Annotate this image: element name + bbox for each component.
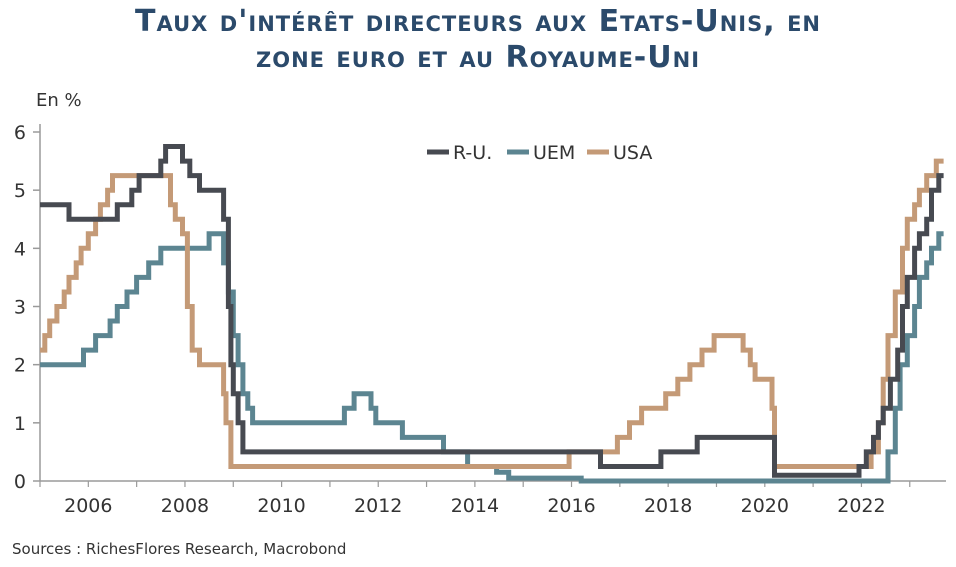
series-line-uem bbox=[40, 231, 944, 484]
y-tick-label: 1 bbox=[14, 413, 26, 435]
y-tick-label: 4 bbox=[14, 238, 26, 260]
y-tick-label: 3 bbox=[14, 297, 26, 319]
chart-title-line-1: Taux d'intérêt directeurs aux Etats-Unis… bbox=[135, 4, 821, 39]
y-tick-label: 5 bbox=[14, 180, 26, 202]
x-tick-label: 2018 bbox=[644, 495, 692, 517]
x-tick-label: 2008 bbox=[161, 495, 209, 517]
chart-title: Taux d'intérêt directeurs aux Etats-Unis… bbox=[0, 4, 956, 76]
y-tick-label: 2 bbox=[14, 355, 26, 377]
legend-label: R-U. bbox=[453, 142, 492, 164]
legend-label: USA bbox=[613, 142, 652, 164]
x-tick-label: 2014 bbox=[451, 495, 499, 517]
x-tick-label: 2010 bbox=[257, 495, 305, 517]
axes: 0 1 2 3 4 5 6 2006 2008 2010 2012 2014 2016 2018 2020 2… bbox=[14, 122, 946, 517]
y-axis-label: En % bbox=[36, 90, 82, 111]
series-layer bbox=[40, 144, 944, 484]
y-tick-label: 6 bbox=[14, 122, 26, 144]
series-line-ru bbox=[40, 144, 944, 478]
chart-title-line-2: zone euro et au Royaume-Uni bbox=[255, 40, 701, 75]
y-tick-label: 0 bbox=[14, 471, 26, 493]
x-tick-label: 2022 bbox=[837, 495, 885, 517]
x-tick-label: 2016 bbox=[547, 495, 595, 517]
series-line-usa bbox=[40, 158, 944, 469]
source-note: Sources : RichesFlores Research, Macrobo… bbox=[12, 540, 347, 558]
legend-label: UEM bbox=[533, 142, 575, 164]
x-tick-label: 2012 bbox=[354, 495, 402, 517]
legend: R-U. UEM USA bbox=[427, 142, 652, 164]
x-tick-label: 2020 bbox=[741, 495, 789, 517]
x-tick-label: 2006 bbox=[64, 495, 112, 517]
